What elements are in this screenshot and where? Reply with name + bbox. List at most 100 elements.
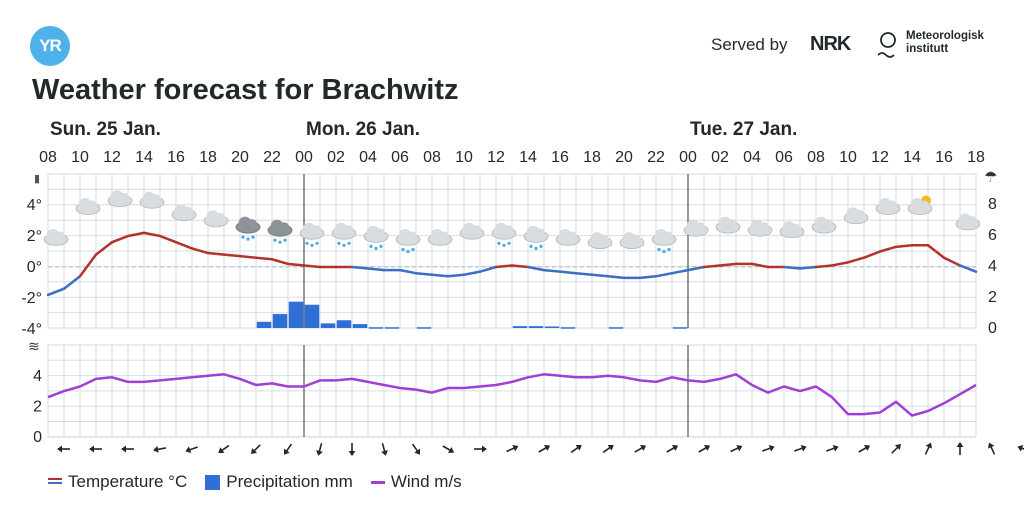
hour-tick-label: 16: [167, 149, 185, 166]
cloud-puff: [503, 225, 513, 236]
snow-dot: [401, 247, 405, 252]
cloud-puff: [759, 222, 769, 233]
snow-dot: [667, 247, 671, 252]
wind-panel-frame: [47, 344, 977, 438]
temperature-segment: [238, 254, 258, 259]
temperature-segment: [94, 240, 114, 256]
hour-tick-label: 12: [871, 149, 889, 166]
arrow-head: [89, 445, 94, 453]
precip-bar: [288, 301, 304, 328]
arrow-head: [543, 444, 551, 452]
hour-tick-label: 08: [423, 149, 441, 166]
cloud-puff: [855, 209, 865, 220]
wind-arrow-icon: [634, 444, 647, 453]
cloud-puff: [663, 231, 673, 242]
legend-temperature: Temperature °C: [48, 472, 187, 492]
hour-tick-label: 06: [775, 149, 793, 166]
wind-arrow-icon: [283, 443, 293, 455]
temp-y-tick: 2°: [27, 228, 42, 245]
temperature-segment: [206, 251, 226, 256]
cloud-puff: [599, 234, 609, 245]
arrow-head: [575, 444, 582, 451]
wind-arrow-icon: [666, 444, 679, 453]
weather-icon-cloud: [587, 232, 613, 250]
temperature-segment: [958, 264, 978, 273]
temperature-segment: [590, 273, 610, 278]
hour-tick-label: 10: [839, 149, 857, 166]
precipitation-swatch: [205, 474, 221, 490]
wind-arrow-icon: [826, 445, 839, 452]
snow-dot: [497, 241, 501, 245]
arrow-head: [316, 450, 323, 456]
temperature-segment: [430, 273, 450, 278]
temperature-segment: [526, 265, 546, 272]
weather-icon-cloud-snow: [523, 225, 549, 250]
precip-bar: [528, 326, 544, 328]
temperature-segment: [654, 271, 674, 278]
precip-y-tick: 2: [988, 289, 997, 306]
temperature-segment: [398, 268, 418, 275]
temperature-segment: [846, 256, 866, 264]
wind-swatch: [370, 480, 385, 484]
weather-icon-cloud: [619, 232, 645, 250]
arrow-head: [447, 446, 455, 454]
snow-dot: [337, 241, 341, 245]
arrow-head: [800, 445, 807, 452]
weather-icon-cloud: [171, 204, 197, 222]
weather-icon-cloud: [747, 219, 773, 237]
arrow-head: [381, 450, 388, 456]
wind-arrow-icon: [924, 442, 933, 455]
cloud-puff: [695, 222, 705, 233]
arrow-head: [185, 446, 192, 453]
legend-precipitation: Precipitation mm: [205, 472, 353, 492]
legend-precipitation-label: Precipitation mm: [226, 472, 353, 491]
wind-arrow-icon: [602, 444, 614, 454]
arrow-head: [863, 444, 871, 452]
snow-dot: [310, 243, 314, 247]
snow-dot: [379, 244, 383, 248]
weather-icon-cloud: [843, 207, 869, 225]
precip-bar: [320, 323, 336, 328]
hour-tick-label: 20: [615, 149, 633, 166]
precip-bar: [256, 321, 272, 328]
wind-arrow-icon: [57, 445, 70, 453]
day-label: Sun. 25 Jan.: [50, 119, 161, 140]
cloud-puff: [119, 192, 129, 203]
cloud-puff: [535, 228, 545, 239]
cloud-puff: [471, 225, 481, 236]
hour-tick-label: 18: [199, 149, 217, 166]
arrow-head: [925, 442, 933, 449]
wind-arrow-icon: [570, 444, 582, 454]
cloud-puff: [55, 231, 65, 242]
temperature-segment: [46, 287, 66, 297]
hour-tick-label: 22: [263, 149, 281, 166]
temperature-segment: [126, 231, 146, 238]
wind-arrow-icon: [858, 444, 871, 453]
arrow-head: [1017, 445, 1024, 452]
temperature-segment: [270, 258, 290, 266]
yr-logo[interactable]: YR: [30, 26, 70, 66]
weather-icon-cloud-snow: [299, 222, 325, 247]
weather-icon-cloud: [715, 216, 741, 234]
cloud-puff: [151, 194, 161, 205]
temperature-segment: [446, 273, 466, 278]
temperature-segment: [894, 244, 914, 249]
temperature-segment: [814, 264, 834, 269]
hour-tick-label: 16: [935, 149, 953, 166]
weather-icon-cloud: [459, 222, 485, 240]
arrow-head: [703, 444, 711, 452]
met-institute-logo[interactable]: Meteorologisk institutt: [906, 30, 984, 56]
wind-line: [47, 373, 977, 417]
weather-icon-cloud: [811, 216, 837, 234]
arrow-head: [512, 444, 519, 452]
temperature-segment: [222, 253, 242, 258]
cloud-puff: [823, 219, 833, 230]
arrow-head: [218, 447, 225, 454]
temperature-segment: [494, 264, 514, 269]
met-institute-icon: [877, 32, 896, 58]
wind-arrow-icon: [698, 444, 711, 453]
wind-y-tick: 2: [33, 398, 42, 415]
wind-arrow-icon: [891, 444, 901, 454]
nrk-logo[interactable]: NRK: [810, 33, 851, 55]
hour-tick-label: 00: [295, 149, 313, 166]
